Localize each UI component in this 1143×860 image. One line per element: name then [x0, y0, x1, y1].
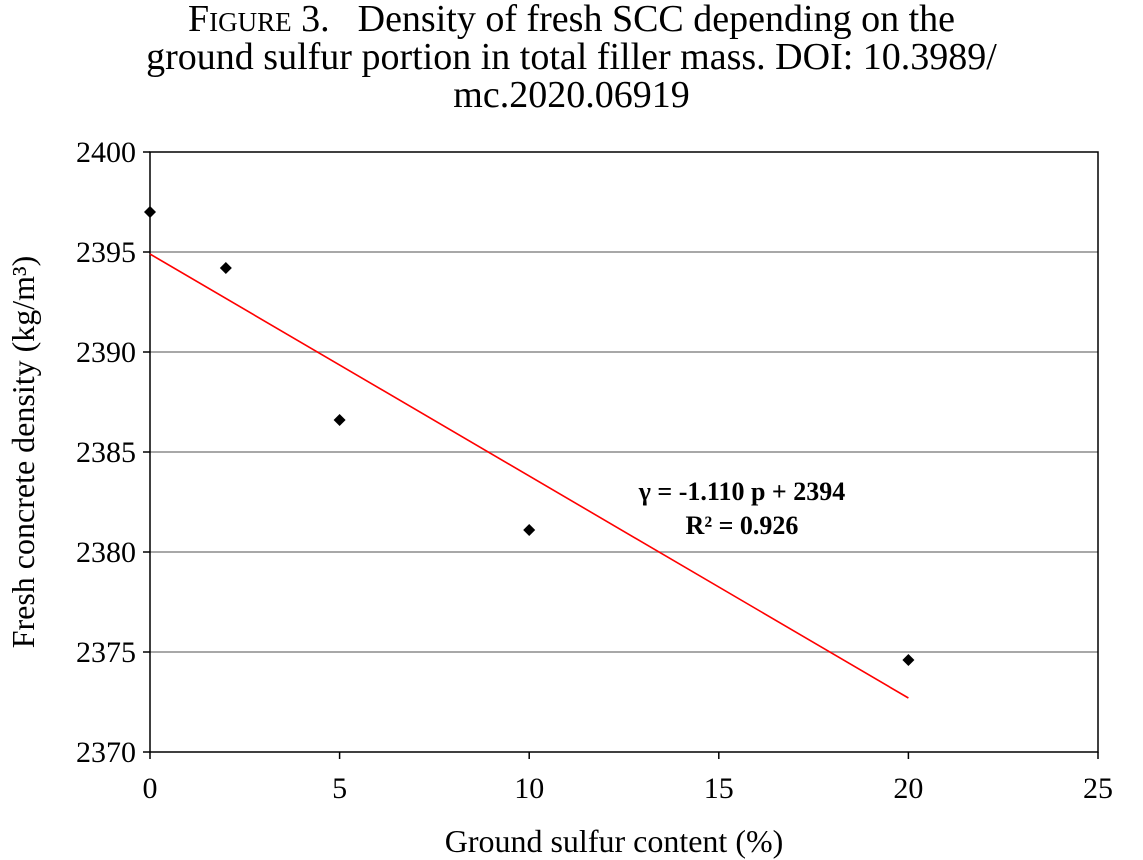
- y-axis-title: Fresh concrete density (kg/m³): [5, 256, 41, 649]
- figure-label: Figure 3.: [188, 0, 330, 40]
- x-axis-title: Ground sulfur content (%): [445, 823, 784, 859]
- caption-line-2: ground sulfur portion in total filler ma…: [146, 36, 997, 78]
- x-tick-label: 25: [1083, 772, 1113, 805]
- x-tick-labels: 0 5 10 15 20 25: [143, 772, 1114, 805]
- data-points: [144, 206, 915, 666]
- axis-ticks: [143, 151, 1099, 759]
- trendline: [149, 253, 909, 699]
- x-tick-label: 5: [332, 772, 347, 805]
- x-tick-label: 20: [893, 772, 923, 805]
- caption-line-1: Figure 3. Density of fresh SCC depending …: [0, 0, 1143, 38]
- r-squared-label: R² = 0.926: [686, 511, 799, 540]
- caption-line-3: mc.2020.06919: [453, 74, 690, 116]
- y-tick-labels: 2370 2375 2380 2385 2390 2395 2400: [76, 136, 136, 769]
- x-tick-label: 0: [143, 772, 158, 805]
- y-tick-label: 2385: [76, 436, 136, 469]
- data-point-marker: [333, 414, 346, 426]
- x-tick-label: 10: [514, 772, 544, 805]
- y-tick-label: 2375: [76, 636, 136, 669]
- data-point-marker: [144, 206, 156, 218]
- data-point-marker: [902, 654, 915, 666]
- y-tick-label: 2370: [76, 736, 136, 769]
- x-tick-label: 15: [704, 772, 734, 805]
- y-tick-label: 2390: [76, 336, 136, 369]
- y-tick-label: 2395: [76, 236, 136, 269]
- gridlines: [150, 251, 1098, 653]
- trendline-equation: γ = -1.110 p + 2394: [638, 477, 845, 506]
- y-tick-label: 2400: [76, 136, 136, 169]
- data-point-marker: [523, 524, 536, 536]
- data-point-marker: [219, 262, 232, 274]
- figure-caption: Figure 3. Density of fresh SCC depending …: [0, 0, 1143, 114]
- y-tick-label: 2380: [76, 536, 136, 569]
- caption-title-part-1: Density of fresh SCC depending on the: [357, 0, 955, 40]
